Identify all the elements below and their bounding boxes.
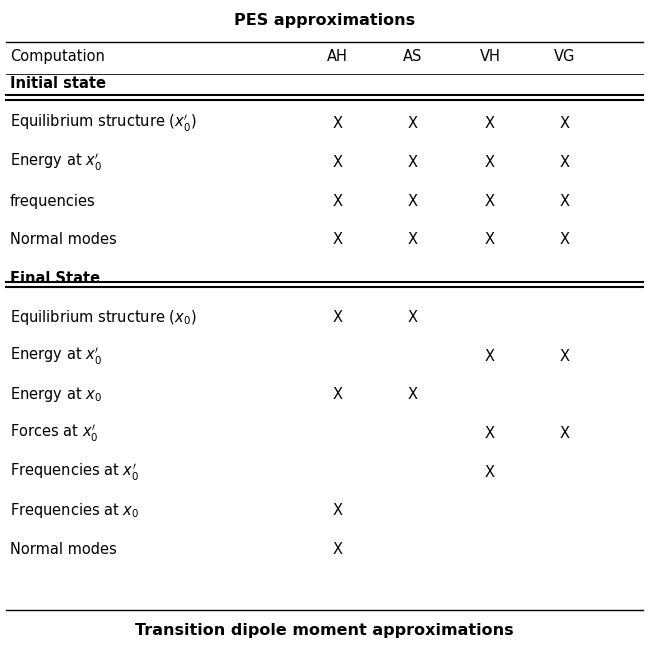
Text: Normal modes: Normal modes <box>10 542 116 557</box>
Text: X: X <box>332 503 343 519</box>
Text: Normal modes: Normal modes <box>10 232 116 248</box>
Text: X: X <box>485 232 495 248</box>
Text: VG: VG <box>554 49 575 64</box>
Text: Equilibrium structure ($x_0^{\prime}$): Equilibrium structure ($x_0^{\prime}$) <box>10 114 196 134</box>
Text: Energy at $x_0^{\prime}$: Energy at $x_0^{\prime}$ <box>10 346 102 366</box>
Text: Transition dipole moment approximations: Transition dipole moment approximations <box>135 623 514 639</box>
Text: X: X <box>332 542 343 557</box>
Text: Energy at $x_0$: Energy at $x_0$ <box>10 385 102 404</box>
Text: X: X <box>332 194 343 209</box>
Text: X: X <box>332 116 343 132</box>
Text: X: X <box>407 194 417 209</box>
Text: X: X <box>332 310 343 325</box>
Text: X: X <box>559 232 570 248</box>
Text: frequencies: frequencies <box>10 194 95 209</box>
Text: Frequencies at $x_0^{\prime}$: Frequencies at $x_0^{\prime}$ <box>10 462 139 482</box>
Text: Forces at $x_0^{\prime}$: Forces at $x_0^{\prime}$ <box>10 423 98 444</box>
Text: X: X <box>485 464 495 480</box>
Text: X: X <box>559 348 570 364</box>
Text: VH: VH <box>480 49 500 64</box>
Text: Energy at $x_0^{\prime}$: Energy at $x_0^{\prime}$ <box>10 152 102 173</box>
Text: Initial state: Initial state <box>10 76 106 92</box>
Text: Equilibrium structure ($x_0$): Equilibrium structure ($x_0$) <box>10 308 196 327</box>
Text: X: X <box>332 155 343 170</box>
Text: X: X <box>407 116 417 132</box>
Text: X: X <box>485 155 495 170</box>
Text: X: X <box>407 232 417 248</box>
Text: X: X <box>407 310 417 325</box>
Text: X: X <box>407 155 417 170</box>
Text: X: X <box>485 194 495 209</box>
Text: X: X <box>332 387 343 402</box>
Text: X: X <box>485 116 495 132</box>
Text: X: X <box>332 232 343 248</box>
Text: X: X <box>485 348 495 364</box>
Text: Final State: Final State <box>10 271 100 286</box>
Text: AS: AS <box>402 49 422 64</box>
Text: X: X <box>559 426 570 441</box>
Text: Computation: Computation <box>10 49 104 64</box>
Text: X: X <box>559 155 570 170</box>
Text: X: X <box>485 426 495 441</box>
Text: X: X <box>407 387 417 402</box>
Text: PES approximations: PES approximations <box>234 13 415 28</box>
Text: Frequencies at $x_0$: Frequencies at $x_0$ <box>10 501 139 521</box>
Text: X: X <box>559 194 570 209</box>
Text: AH: AH <box>327 49 348 64</box>
Text: X: X <box>559 116 570 132</box>
